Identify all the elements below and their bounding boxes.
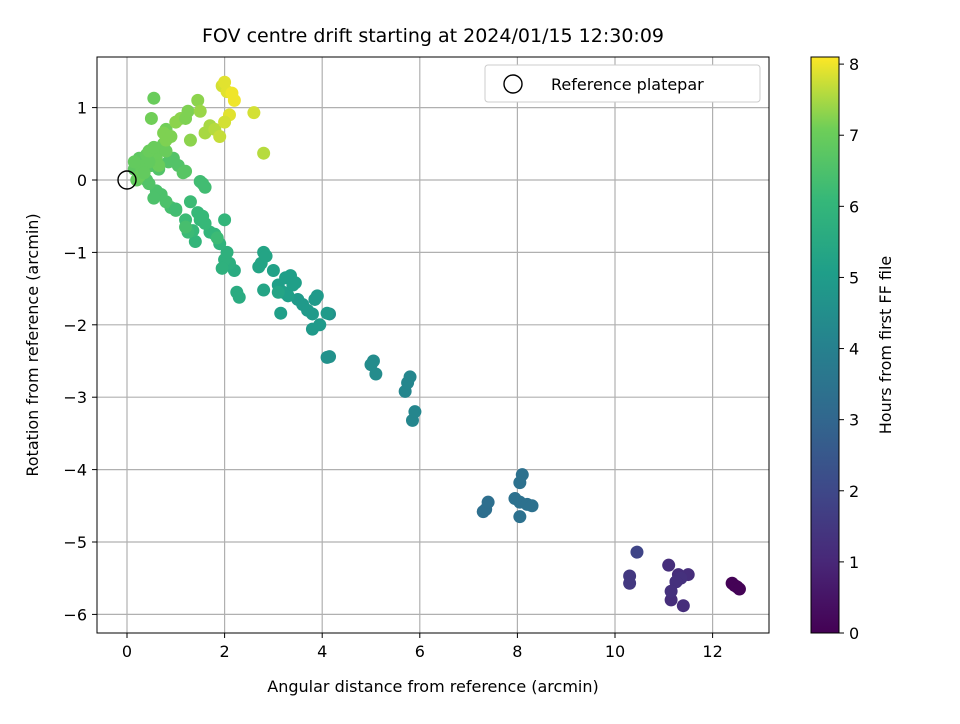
x-axis-label: Angular distance from reference (arcmin)	[267, 677, 598, 696]
data-point	[525, 499, 539, 513]
colorbar: 0 1 2 3 4 5 6 7 8 Hours from first FF file	[810, 55, 895, 643]
legend-box	[484, 64, 761, 103]
colorbar-tick-label: 1	[849, 553, 859, 572]
data-point	[227, 93, 241, 107]
x-tick-label: 8	[512, 642, 522, 661]
data-point	[369, 367, 383, 381]
data-point	[257, 146, 271, 160]
colorbar-tick-label: 6	[849, 197, 859, 216]
data-point	[252, 260, 266, 274]
data-point	[147, 140, 161, 154]
colorbar-tick-label: 5	[849, 268, 859, 287]
data-point	[481, 495, 495, 509]
colorbar-tick-label: 0	[849, 624, 859, 643]
data-point	[183, 195, 197, 209]
data-point	[274, 306, 288, 320]
plot-frame	[96, 56, 770, 634]
y-tick-label: −2	[63, 316, 87, 335]
legend-marker	[503, 74, 523, 94]
data-point	[732, 582, 746, 596]
x-tick-label: 6	[415, 642, 425, 661]
data-point	[403, 370, 417, 384]
x-tick-label: 10	[605, 642, 625, 661]
y-axis-label: Rotation from reference (arcmin)	[23, 213, 42, 476]
colorbar-label: Hours from first FF file	[876, 256, 895, 435]
y-tick-label: −6	[63, 605, 87, 624]
x-tick-label: 2	[220, 642, 230, 661]
data-point	[213, 130, 227, 144]
y-tick-label: −5	[63, 533, 87, 552]
data-point	[193, 104, 207, 118]
data-point	[215, 261, 229, 275]
data-point	[366, 354, 380, 368]
data-point	[147, 91, 161, 105]
y-tick-label: −1	[63, 243, 87, 262]
data-point	[198, 180, 212, 194]
data-point	[181, 104, 195, 118]
legend: Reference platepar	[484, 64, 761, 103]
data-point	[169, 202, 183, 216]
x-tick-label: 0	[122, 642, 132, 661]
data-point	[152, 159, 166, 173]
data-point	[320, 306, 334, 320]
data-point	[137, 166, 151, 180]
data-point	[259, 249, 273, 263]
data-point	[159, 133, 173, 147]
data-point	[271, 285, 285, 299]
data-point	[218, 115, 232, 129]
data-point	[210, 231, 224, 245]
data-point	[218, 213, 232, 227]
x-tick-label: 12	[702, 642, 722, 661]
colorbar-gradient	[810, 56, 840, 634]
colorbar-tick-label: 8	[849, 55, 859, 74]
reference-marker	[117, 170, 137, 190]
data-point	[147, 191, 161, 205]
data-points	[127, 75, 746, 613]
data-point	[664, 584, 678, 598]
colorbar-tick-label: 4	[849, 340, 859, 359]
colorbar-tick-label: 3	[849, 411, 859, 430]
data-point	[408, 405, 422, 419]
x-tick-label: 4	[317, 642, 327, 661]
data-point	[232, 290, 246, 304]
y-tick-label: −4	[63, 461, 87, 480]
y-tick-label: 1	[77, 99, 87, 118]
data-point	[220, 245, 234, 259]
x-axis-ticks: 0 2 4 6 8 10 12	[122, 633, 723, 661]
data-point	[191, 93, 205, 107]
data-point	[127, 155, 141, 169]
y-axis-ticks: −6 −5 −4 −3 −2 −1 0 1	[63, 99, 97, 624]
data-point	[630, 545, 644, 559]
data-point	[266, 264, 280, 277]
legend-label: Reference platepar	[551, 75, 704, 94]
chart-title: FOV centre drift starting at 2024/01/15 …	[202, 25, 664, 47]
colorbar-ticks: 0 1 2 3 4 5 6 7 8	[839, 55, 859, 643]
data-point	[323, 350, 337, 364]
colorbar-tick-label: 7	[849, 126, 859, 145]
data-point	[288, 276, 302, 290]
data-point	[305, 307, 319, 321]
data-point	[513, 476, 527, 490]
data-point	[179, 164, 193, 178]
colorbar-tick-label: 2	[849, 482, 859, 501]
data-point	[144, 111, 158, 125]
data-point	[191, 206, 205, 220]
grid	[97, 57, 769, 633]
data-point	[247, 106, 261, 120]
data-point	[188, 235, 202, 249]
data-point	[279, 271, 293, 285]
data-point	[257, 283, 271, 297]
data-point	[310, 289, 324, 303]
data-point	[623, 576, 637, 590]
data-point	[513, 510, 527, 524]
data-point	[179, 220, 193, 234]
data-point	[183, 133, 197, 147]
data-point	[676, 599, 690, 613]
data-point	[305, 322, 319, 336]
y-tick-label: 0	[77, 171, 87, 190]
y-tick-label: −3	[63, 388, 87, 407]
data-point	[662, 558, 676, 572]
